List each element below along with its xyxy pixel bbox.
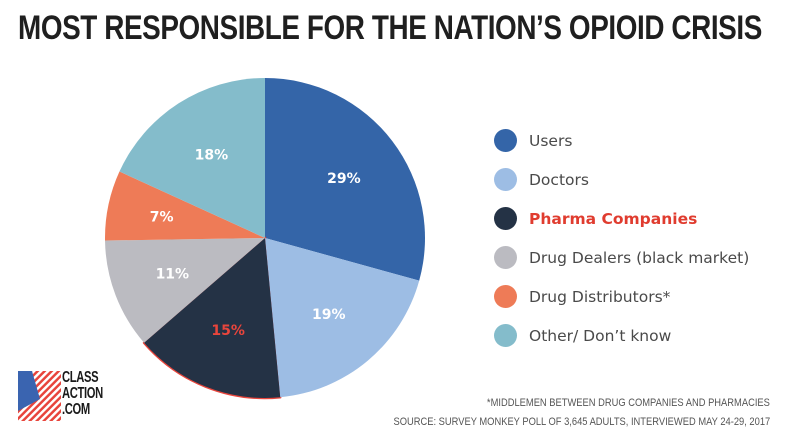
legend-swatch-icon <box>494 246 517 269</box>
legend-swatch-icon <box>494 207 517 230</box>
legend-item-drug-distributors: Drug Distributors* <box>494 277 749 316</box>
logo-stripe <box>28 388 61 421</box>
pie-label-drug-dealers-black-market: 11% <box>156 266 190 282</box>
legend-item-drug-dealers: Drug Dealers (black market) <box>494 238 749 277</box>
pie-slice-users <box>265 78 425 281</box>
footnote-source: SOURCE: SURVEY MONKEY POLL OF 3,645 ADUL… <box>393 416 770 428</box>
classaction-logo: CLASS ACTION .COM <box>18 370 118 421</box>
legend-item-doctors: Doctors <box>494 160 749 199</box>
logo-stripe <box>35 395 61 421</box>
legend-label: Pharma Companies <box>529 209 698 228</box>
pie-slice-pharma-companies <box>144 238 281 398</box>
legend-swatch-icon <box>494 129 517 152</box>
logo-stripe <box>56 416 61 421</box>
legend-label: Users <box>529 131 573 150</box>
pie-label-users: 29% <box>327 171 361 187</box>
pie-label-other-don-t-know: 18% <box>195 148 229 164</box>
legend-label: Doctors <box>529 170 589 189</box>
legend-label: Drug Dealers (black market) <box>529 248 750 267</box>
legend-label: Other/ Don’t know <box>529 326 672 345</box>
legend-swatch-icon <box>494 168 517 191</box>
logo-stripe <box>21 381 61 421</box>
logo-line: .COM <box>62 401 90 418</box>
legend-item-pharma-companies: Pharma Companies <box>494 199 749 238</box>
chart-title: MOST RESPONSIBLE FOR THE NATION’S OPIOID… <box>18 9 762 47</box>
pie-slice-drug-dealers-black-market <box>105 238 265 343</box>
legend-item-other: Other/ Don’t know <box>494 316 749 355</box>
legend-swatch-icon <box>494 324 517 347</box>
flag-stripes-icon <box>18 371 61 421</box>
legend-swatch-icon <box>494 285 517 308</box>
pie-label-doctors: 19% <box>312 307 346 323</box>
pie-slice-drug-distributors <box>105 171 265 241</box>
legend-item-users: Users <box>494 121 749 160</box>
logo-text: CLASS ACTION .COM <box>62 370 103 418</box>
pie-label-pharma-companies: 15% <box>211 323 245 339</box>
pie-slice-doctors <box>265 238 420 398</box>
footnote-asterisk: *MIDDLEMEN BETWEEN DRUG COMPANIES AND PH… <box>487 397 770 409</box>
legend-label: Drug Distributors* <box>529 287 671 306</box>
logo-stripe <box>42 402 61 421</box>
pie-slice-other-don-t-know <box>119 77 265 238</box>
logo-line: ACTION <box>62 385 103 402</box>
legend: Users Doctors Pharma Companies Drug Deal… <box>494 121 749 355</box>
logo-line: CLASS <box>62 369 99 386</box>
logo-stripe <box>49 409 61 421</box>
pie-label-drug-distributors: 7% <box>150 209 174 225</box>
